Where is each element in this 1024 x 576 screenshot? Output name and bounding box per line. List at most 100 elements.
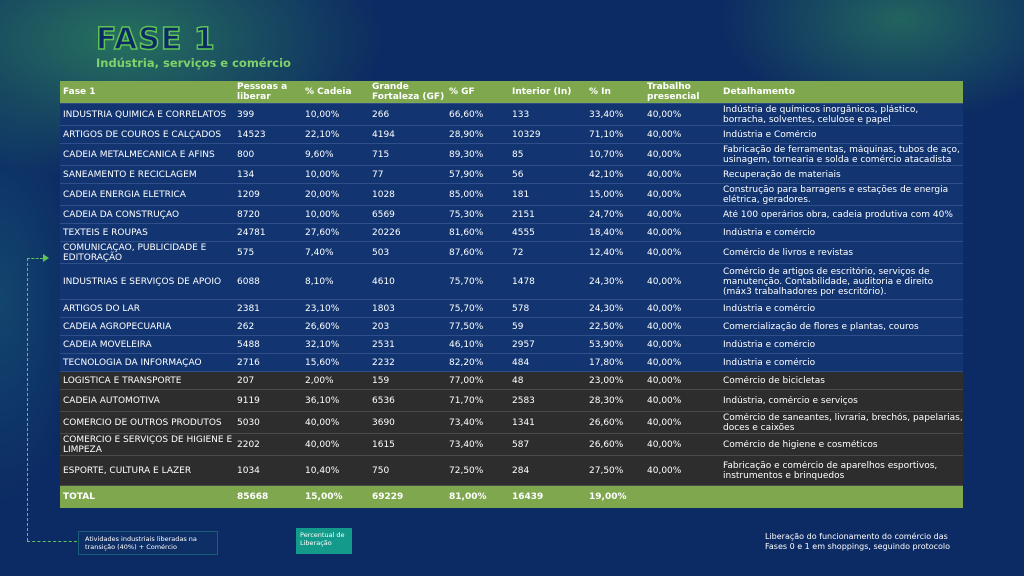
- table-cell: Comércio de higiene e cosméticos: [723, 439, 878, 450]
- table-cell: Até 100 operários obra, cadeia produtiva…: [723, 209, 953, 220]
- table-cell: 24781: [237, 227, 266, 238]
- table-cell: 5030: [237, 417, 260, 428]
- header-cell: Interior (In): [512, 87, 572, 97]
- table-cell: COMUNICAÇÃO, PUBLICIDADE E EDITORAÇÃO: [63, 242, 207, 263]
- table-cell: TECNOLOGIA DA INFORMAÇÃO: [63, 357, 202, 368]
- table-row: ESPORTE, CULTURA E LAZER 1034 10,40% 750 72,…: [60, 456, 963, 486]
- table-cell: 20226: [372, 227, 401, 238]
- table-cell: 24,30%: [589, 276, 624, 287]
- table-cell: CADEIA AUTOMOTIVA: [63, 395, 160, 406]
- table-cell: 77,50%: [449, 321, 484, 332]
- table-cell: 57,90%: [449, 169, 484, 180]
- table-cell: 800: [237, 149, 255, 160]
- table-cell: 40,00%: [647, 439, 682, 450]
- table-cell: 71,70%: [449, 395, 484, 406]
- table-cell: 33,40%: [589, 109, 624, 120]
- table-cell: INDÚSTRIAS E SERVIÇOS DE APOIO: [63, 276, 222, 287]
- table-cell: 20,00%: [305, 189, 340, 200]
- table-cell: ARTIGOS DO LAR: [63, 303, 141, 314]
- table-cell: 3690: [372, 417, 395, 428]
- table-cell: 53,90%: [589, 339, 624, 350]
- table-cell: 8720: [237, 209, 260, 220]
- table-cell: Indústria, comércio e serviços: [723, 395, 858, 406]
- table-cell: ESPORTE, CULTURA E LAZER: [63, 465, 192, 476]
- table-cell: 77,00%: [449, 375, 484, 386]
- note-release-percentage: Percentual de Liberação: [296, 528, 352, 554]
- table-cell: 2716: [237, 357, 260, 368]
- header-cell: % GF: [449, 87, 475, 97]
- table-cell: 22,50%: [589, 321, 624, 332]
- table-cell: Indústria e comércio: [723, 303, 816, 314]
- table-row: CADEIA MOVELEIRA 5488 32,10% 2531 46,10% 2957…: [60, 336, 963, 354]
- table-cell: 40,00%: [647, 109, 682, 120]
- table-cell: 9,60%: [305, 149, 334, 160]
- table-cell: 10,00%: [305, 209, 340, 220]
- table-cell: 75,70%: [449, 303, 484, 314]
- table-cell: Construção para barragens e estações de …: [723, 184, 949, 205]
- table-row: CADEIA AGROPECUÁRIA 262 26,60% 203 77,50% 59 2…: [60, 318, 963, 336]
- table-cell: 5488: [237, 339, 260, 350]
- table-cell: 181: [512, 189, 530, 200]
- table-row: ARTIGOS DE COUROS E CALÇADOS 14523 22,10% 4…: [60, 126, 963, 144]
- table-cell: 15,60%: [305, 357, 340, 368]
- table-cell: 4194: [372, 129, 395, 140]
- note-shopping-release: Liberação do funcionamento do comércio d…: [765, 532, 951, 551]
- table-cell: 40,00%: [647, 417, 682, 428]
- table-cell: ARTIGOS DE COUROS E CALÇADOS: [63, 129, 222, 140]
- table-cell: 75,70%: [449, 276, 484, 287]
- arrow-right-icon: [43, 254, 49, 262]
- table-cell: 15,00%: [589, 189, 624, 200]
- table-cell: 2531: [372, 339, 395, 350]
- table-cell: 1615: [372, 439, 395, 450]
- table-cell: 10,00%: [305, 109, 340, 120]
- table-row: INDÚSTRIA QUÍMICA E CORRELATOS 399 10,00% 2…: [60, 104, 963, 126]
- table-cell: CADEIA DA CONSTRUÇÃO: [63, 209, 180, 220]
- table-cell: Fabricação de ferramentas, máquinas, tub…: [723, 144, 960, 165]
- table-cell: 22,10%: [305, 129, 340, 140]
- table-cell: 503: [372, 247, 390, 258]
- table-cell: Indústria e comércio: [723, 339, 816, 350]
- table-cell: 28,90%: [449, 129, 484, 140]
- table-cell: 2,00%: [305, 375, 334, 386]
- table-cell: 2232: [372, 357, 395, 368]
- table-cell: 578: [512, 303, 530, 314]
- table-cell: 23,00%: [589, 375, 624, 386]
- table-cell: 40,00%: [647, 321, 682, 332]
- table-cell: 73,40%: [449, 417, 484, 428]
- table-cell: 12,40%: [589, 247, 624, 258]
- header-cell: Pessoas a liberar: [237, 82, 288, 102]
- header-cell: Fase 1: [63, 87, 96, 97]
- table-row: ARTIGOS DO LAR 2381 23,10% 1803 75,70% 578 24,…: [60, 300, 963, 318]
- table-row: CADEIA METALMECÂNICA E AFINS 800 9,60% 715 8…: [60, 144, 963, 166]
- table-cell: 82,20%: [449, 357, 484, 368]
- table-cell: 284: [512, 465, 530, 476]
- sector-table: Fase 1 Pessoas a liberar % Cadeia Grande…: [60, 81, 963, 508]
- table-cell: Comércio de saneantes, livraria, brechós…: [723, 412, 963, 433]
- total-cell: 16439: [512, 492, 544, 502]
- table-cell: 7,40%: [305, 247, 334, 258]
- table-cell: 6569: [372, 209, 395, 220]
- table-row: COMÉRCIO E SERVIÇOS DE HIGIENE E LIMPEZA…: [60, 434, 963, 456]
- table-cell: 399: [237, 109, 255, 120]
- table-cell: 40,00%: [647, 209, 682, 220]
- table-cell: INDÚSTRIA QUÍMICA E CORRELATOS: [63, 109, 227, 120]
- table-cell: 40,00%: [647, 395, 682, 406]
- page-title: FASE 1: [95, 21, 216, 58]
- table-cell: Indústria de químicos inorgânicos, plást…: [723, 104, 919, 125]
- table-cell: SANEAMENTO E RECICLAGEM: [63, 169, 197, 180]
- table-cell: Comércio de bicicletas: [723, 375, 825, 386]
- table-row: TÊXTEIS E ROUPAS 24781 27,60% 20226 81,60% 45…: [60, 224, 963, 242]
- table-cell: 10,40%: [305, 465, 340, 476]
- table-cell: 9119: [237, 395, 260, 406]
- table-cell: 575: [237, 247, 255, 258]
- table-cell: LOGÍSTICA E TRANSPORTE: [63, 375, 182, 386]
- table-cell: 17,80%: [589, 357, 624, 368]
- table-cell: 40,00%: [647, 357, 682, 368]
- table-cell: 75,30%: [449, 209, 484, 220]
- table-cell: 484: [512, 357, 530, 368]
- table-cell: Comércio de livros e revistas: [723, 247, 854, 258]
- table-cell: 8,10%: [305, 276, 334, 287]
- table-row: SANEAMENTO E RECICLAGEM 134 10,00% 77 57,90%…: [60, 166, 963, 184]
- table-cell: 40,00%: [647, 149, 682, 160]
- table-cell: 1803: [372, 303, 395, 314]
